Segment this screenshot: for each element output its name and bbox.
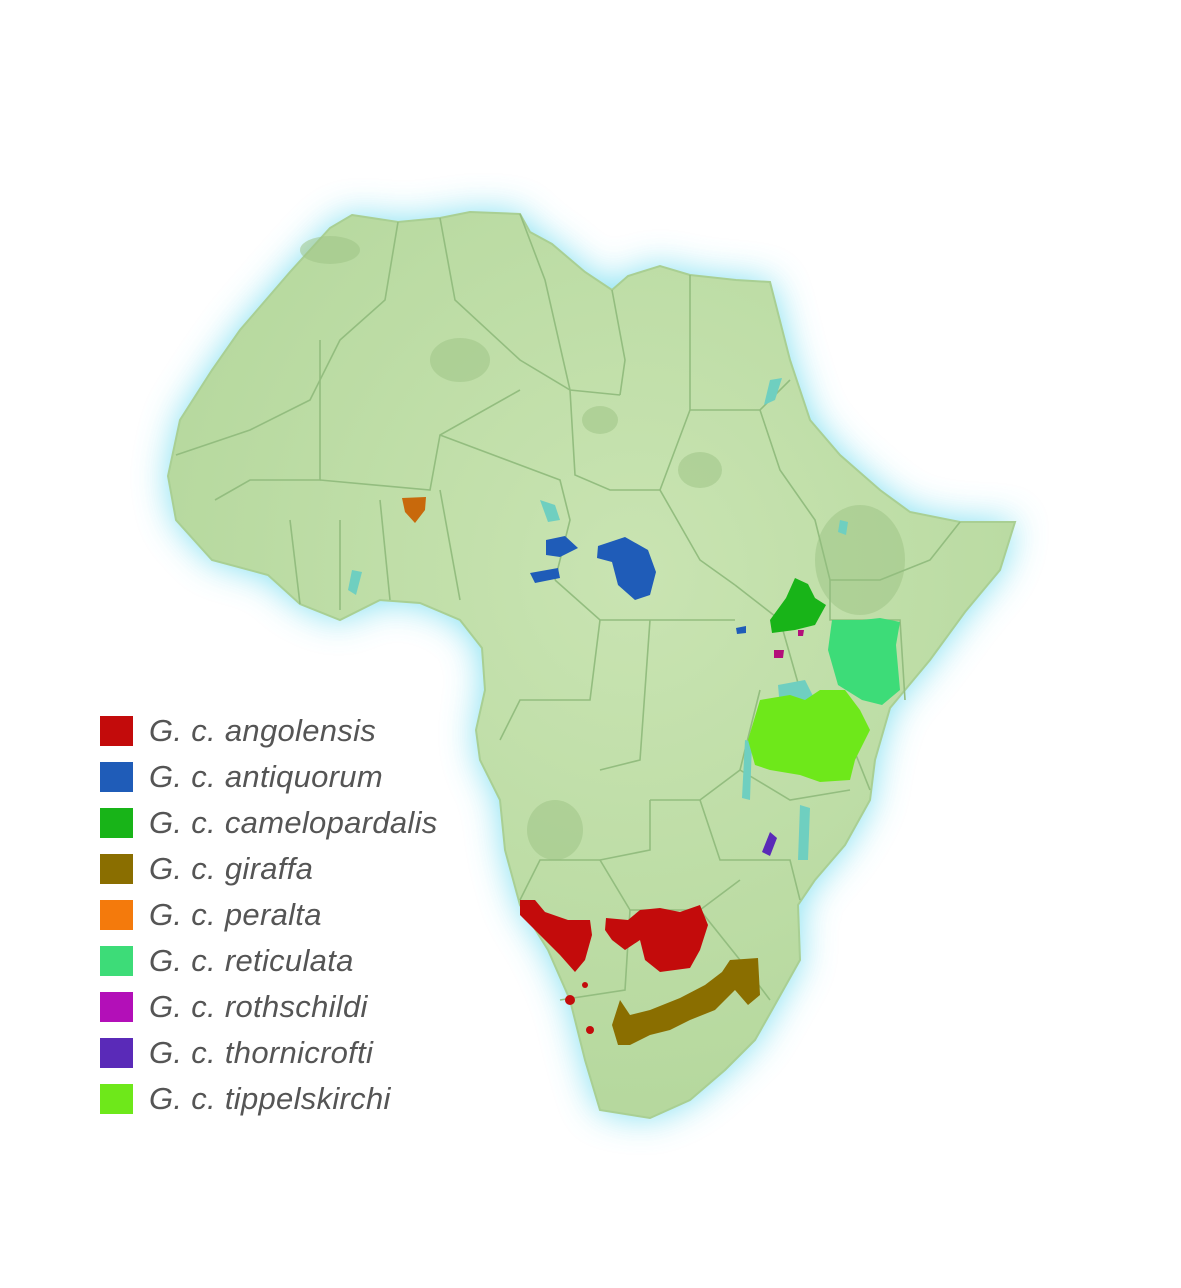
legend-swatch-giraffa [100,854,133,884]
legend-swatch-reticulata [100,946,133,976]
legend-label: G. c. camelopardalis [149,805,438,840]
legend-swatch-camelopardalis [100,808,133,838]
range-tippelskirchi [748,690,870,782]
legend-item: G. c. antiquorum [100,754,438,800]
range-rothschildi-2 [798,630,804,636]
range-giraffa [612,958,760,1045]
legend-swatch-tippelskirchi [100,1084,133,1114]
range-rothschildi-1 [774,650,784,658]
legend-item: G. c. peralta [100,892,438,938]
legend-label: G. c. tippelskirchi [149,1081,391,1116]
lake-volta [348,570,362,595]
lake-chad [540,500,560,522]
range-antiquorum-3 [597,537,656,600]
legend-swatch-thornicrofti [100,1038,133,1068]
range-antiquorum-4 [736,626,746,634]
range-angolensis-dot-3 [582,982,588,988]
africa-landmass [166,210,1017,1120]
lake-malawi [798,805,810,860]
legend-item: G. c. thornicrofti [100,1030,438,1076]
legend-label: G. c. giraffa [149,851,314,886]
range-angolensis-1 [520,900,592,972]
legend-swatch-rothschildi [100,992,133,1022]
legend-label: G. c. thornicrofti [149,1035,374,1070]
lake-tanganyika [742,740,752,800]
range-thornicrofti [762,832,777,856]
range-angolensis-2 [605,905,708,972]
legend-label: G. c. reticulata [149,943,354,978]
legend-item: G. c. angolensis [100,708,438,754]
legend-item: G. c. rothschildi [100,984,438,1030]
legend-swatch-peralta [100,900,133,930]
legend-item: G. c. camelopardalis [100,800,438,846]
legend-item: G. c. tippelskirchi [100,1076,438,1122]
legend-label: G. c. antiquorum [149,759,383,794]
terrain-shading [300,236,905,860]
range-angolensis-dot-2 [586,1026,594,1034]
legend-swatch-antiquorum [100,762,133,792]
range-peralta [402,497,426,523]
red-sea-lake [764,378,782,405]
legend-label: G. c. angolensis [149,713,377,748]
lake-turkana [838,520,848,535]
legend-item: G. c. reticulata [100,938,438,984]
legend-label: G. c. rothschildi [149,989,368,1024]
range-antiquorum-2 [530,568,560,583]
map-legend: G. c. angolensis G. c. antiquorum G. c. … [100,708,438,1122]
range-angolensis-dot-1 [565,995,575,1005]
range-antiquorum-1 [546,536,578,557]
range-camelopardalis [770,578,826,633]
legend-label: G. c. peralta [149,897,322,932]
subspecies-ranges [402,497,900,1045]
legend-item: G. c. giraffa [100,846,438,892]
country-borders [175,213,961,1001]
range-reticulata [828,618,900,705]
legend-swatch-angolensis [100,716,133,746]
